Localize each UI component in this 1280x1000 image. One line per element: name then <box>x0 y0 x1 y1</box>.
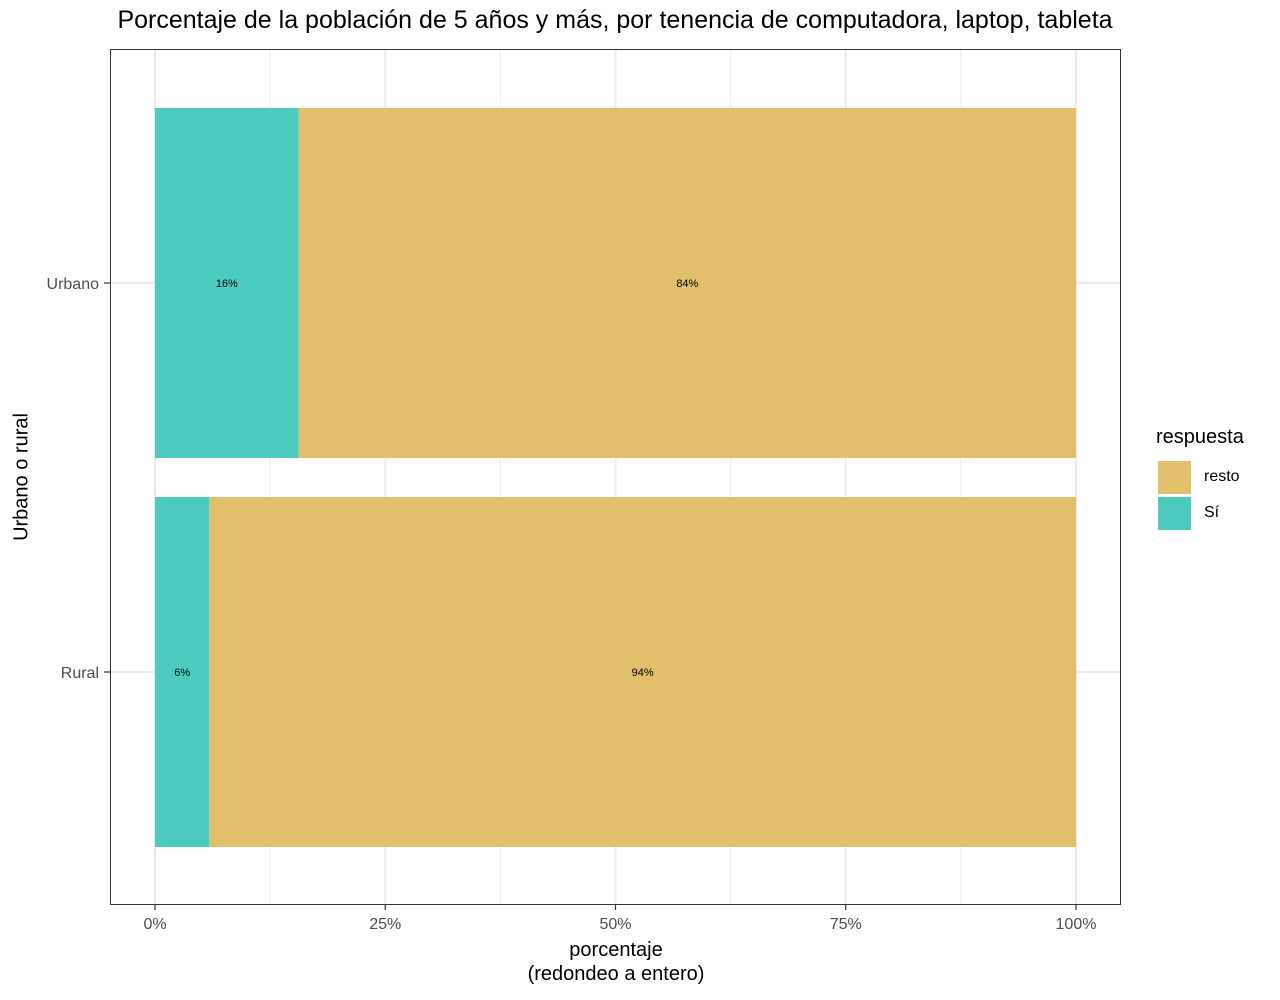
data-label: 84% <box>676 278 698 290</box>
x-tick-label: 25% <box>369 916 401 933</box>
y-tick-label: Urbano <box>47 276 100 293</box>
legend-key-si <box>1158 497 1191 530</box>
data-labels: 16% 84% 6% 94% <box>174 278 698 679</box>
y-axis-title: Urbano o rural <box>10 413 33 541</box>
x-axis-title-line1: porcentaje <box>569 939 663 961</box>
x-axis-title: porcentaje (redondeo a entero) <box>0 938 1232 986</box>
data-label: 6% <box>174 667 190 679</box>
plot-border <box>110 49 1121 905</box>
x-tick-label: 75% <box>830 916 862 933</box>
data-label: 16% <box>216 278 238 290</box>
x-tick-label: 50% <box>599 916 631 933</box>
legend-label-si: Sí <box>1204 504 1220 521</box>
legend-label-resto: resto <box>1204 468 1240 485</box>
chart-title: Porcentaje de la población de 5 años y m… <box>117 6 1113 34</box>
x-axis-title-line2: (redondeo a entero) <box>527 963 705 985</box>
x-axis: 0% 25% 50% 75% 100% <box>143 905 1096 933</box>
bar-urbano-series-0 <box>155 108 299 458</box>
data-label: 94% <box>632 667 654 679</box>
bars <box>155 108 1077 847</box>
x-tick-label: 0% <box>143 916 166 933</box>
bar-rural-series-1 <box>209 497 1077 847</box>
legend-title: respuesta <box>1156 426 1244 448</box>
legend-key-resto <box>1158 461 1191 494</box>
x-tick-label: 100% <box>1056 916 1097 933</box>
bar-rural-series-0 <box>155 497 210 847</box>
bar-urbano-series-1 <box>298 108 1076 458</box>
y-axis: Urbano Rural <box>47 276 110 682</box>
y-tick-label: Rural <box>61 665 99 682</box>
